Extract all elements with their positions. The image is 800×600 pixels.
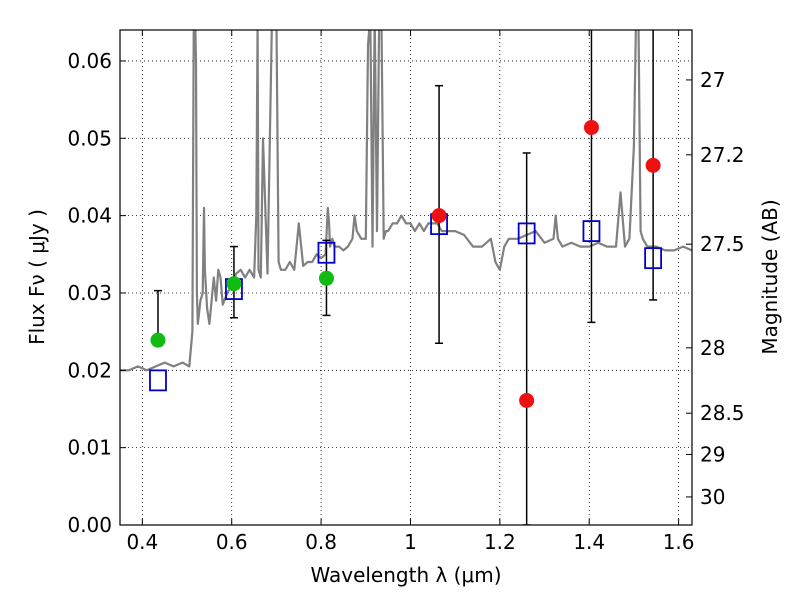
y-tick-label: 0.01 <box>67 436 112 460</box>
model-box <box>644 247 663 270</box>
y-tick-label: 0.04 <box>67 204 112 228</box>
magnitude-axis-label: Magnitude (AB) <box>758 199 782 354</box>
magnitude-tick-label: 29 <box>700 442 725 466</box>
magnitude-tick-label: 28 <box>700 336 725 360</box>
red-point <box>431 208 447 224</box>
y-tick-label: 0.05 <box>67 126 112 150</box>
x-tick-label: 0.8 <box>305 530 337 554</box>
x-tick-label: 1.6 <box>663 530 695 554</box>
y-axis-ticks: 0.00 0.01 0.02 0.03 0.04 0.05 0.06 <box>67 49 126 537</box>
y-axis-label: Flux Fν ( μJy ) <box>25 209 49 345</box>
green-point <box>150 332 166 348</box>
data-points <box>150 119 661 408</box>
magnitude-axis-ticks: 27 27.2 27.5 28 28.5 29 30 <box>686 68 745 509</box>
x-tick-label: 0.4 <box>126 530 158 554</box>
red-point <box>645 157 661 173</box>
magnitude-tick-label: 28.5 <box>700 401 745 425</box>
plot-background <box>120 30 692 525</box>
model-box <box>582 220 601 242</box>
model-box <box>517 222 536 245</box>
magnitude-tick-label: 27 <box>700 68 725 92</box>
magnitude-tick-label: 27.5 <box>700 232 745 256</box>
red-point <box>583 119 599 135</box>
y-tick-label: 0.06 <box>67 49 112 73</box>
model-box <box>149 369 167 392</box>
spectrum-layer <box>120 30 692 372</box>
green-point <box>318 270 334 286</box>
magnitude-tick-label: 27.2 <box>700 143 745 167</box>
x-axis-label: Wavelength λ (μm) <box>310 563 501 587</box>
green-point <box>226 276 242 292</box>
x-axis-ticks: 0.4 0.6 0.8 1 1.2 1.4 1.6 <box>126 30 695 554</box>
y-tick-label: 0.02 <box>67 358 112 382</box>
magnitude-tick-label: 30 <box>700 485 725 509</box>
red-point <box>519 392 535 408</box>
x-tick-label: 0.6 <box>216 530 248 554</box>
spectrum-line <box>120 30 692 372</box>
x-tick-label: 1.4 <box>573 530 605 554</box>
x-tick-label: 1 <box>404 530 417 554</box>
y-tick-label: 0.00 <box>67 513 112 537</box>
x-tick-label: 1.2 <box>484 530 516 554</box>
plot-frame <box>119 29 693 526</box>
y-tick-label: 0.03 <box>67 281 112 305</box>
model-box <box>317 241 336 264</box>
